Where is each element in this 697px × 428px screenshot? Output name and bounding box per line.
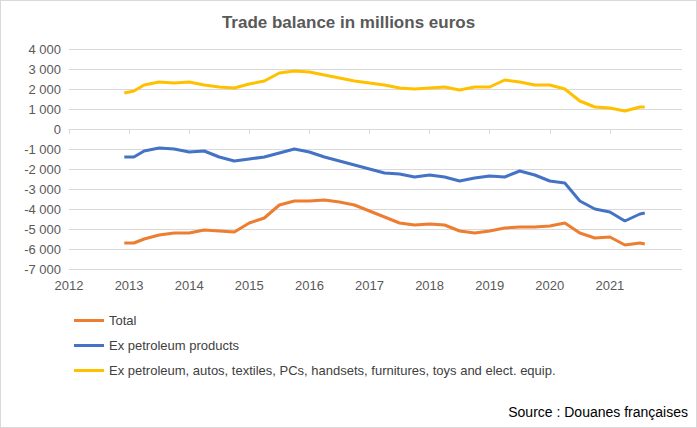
svg-text:1 000: 1 000	[28, 102, 61, 117]
svg-text:2013: 2013	[115, 278, 144, 293]
svg-text:-3 000: -3 000	[24, 182, 61, 197]
svg-text:Ex petroleum, autos, textiles,: Ex petroleum, autos, textiles, PCs, hand…	[109, 363, 556, 378]
svg-text:2012: 2012	[55, 278, 84, 293]
svg-text:2019: 2019	[475, 278, 504, 293]
svg-text:2017: 2017	[355, 278, 384, 293]
svg-text:0: 0	[54, 122, 61, 137]
svg-text:2016: 2016	[295, 278, 324, 293]
svg-text:-5 000: -5 000	[24, 222, 61, 237]
svg-text:2020: 2020	[535, 278, 564, 293]
svg-text:3 000: 3 000	[28, 62, 61, 77]
svg-text:-4 000: -4 000	[24, 202, 61, 217]
svg-text:Source : Douanes françaises: Source : Douanes françaises	[508, 404, 688, 420]
svg-text:Trade balance in millions euro: Trade balance in millions euros	[222, 13, 475, 32]
svg-text:Total: Total	[109, 313, 137, 328]
svg-text:2015: 2015	[235, 278, 264, 293]
svg-text:2018: 2018	[415, 278, 444, 293]
svg-text:-1 000: -1 000	[24, 142, 61, 157]
svg-text:2 000: 2 000	[28, 82, 61, 97]
svg-text:-2 000: -2 000	[24, 162, 61, 177]
svg-text:-7 000: -7 000	[24, 262, 61, 277]
svg-text:-6 000: -6 000	[24, 242, 61, 257]
svg-text:2021: 2021	[595, 278, 624, 293]
svg-text:4 000: 4 000	[28, 42, 61, 57]
svg-text:2014: 2014	[175, 278, 204, 293]
svg-text:Ex petroleum products: Ex petroleum products	[109, 338, 240, 353]
